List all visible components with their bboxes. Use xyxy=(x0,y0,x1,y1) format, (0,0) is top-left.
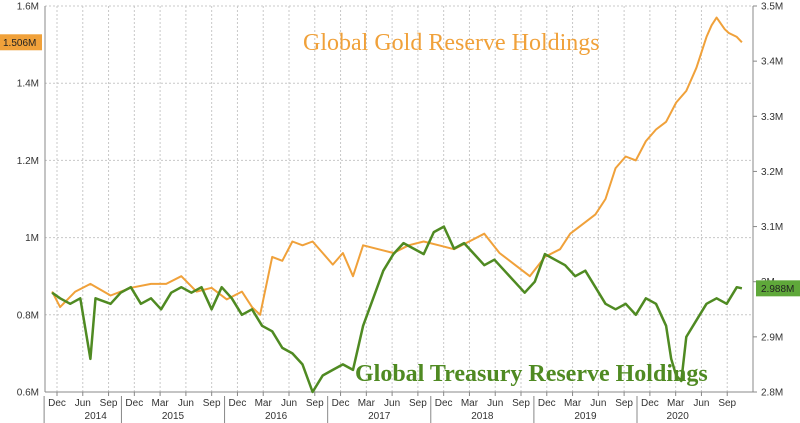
x-tick-label: Dec xyxy=(435,398,453,409)
x-tick-label: Dec xyxy=(48,398,66,409)
treasury-series-title: Global Treasury Reserve Holdings xyxy=(355,361,708,387)
left-tick-label: 0.8M xyxy=(17,310,39,321)
right-tick-label: 3.5M xyxy=(761,2,783,13)
year-label: 2016 xyxy=(265,411,288,422)
x-tick-label: Mar xyxy=(358,398,376,409)
year-label: 2017 xyxy=(368,411,391,422)
left-tick-label: 1M xyxy=(25,233,39,244)
treasury-current-value-badge xyxy=(756,280,800,297)
right-tick-label: 3.4M xyxy=(761,57,783,68)
year-label: 2019 xyxy=(574,411,597,422)
treasury-reserve-line xyxy=(51,225,743,394)
x-tick-label: Jun xyxy=(693,398,709,409)
x-axis: Dec Jun Sep Dec Mar Jun Sep Dec Mar Jun Sep Dec Mar J… xyxy=(43,391,753,423)
left-tick-label: 1.6M xyxy=(17,2,39,13)
x-tick-label: Dec xyxy=(229,398,247,409)
year-label: 2014 xyxy=(85,411,108,422)
x-tick-label: Dec xyxy=(125,398,143,409)
x-tick-label: Mar xyxy=(667,398,685,409)
x-tick-label: Mar xyxy=(564,398,582,409)
right-y-axis: 2.8M2.9M3M3.1M3.2M3.3M3.4M3.5M xyxy=(752,2,783,399)
treasury-current-value-label: 2.988M xyxy=(761,284,794,295)
left-y-axis: 0.6M 0.8M 1M 1.2M 1.4M 1.6M xyxy=(17,2,46,399)
x-tick-label: Dec xyxy=(538,398,556,409)
year-label: 2018 xyxy=(471,411,494,422)
x-tick-label: Dec xyxy=(332,398,350,409)
x-tick-label: Jun xyxy=(487,398,503,409)
series-lines xyxy=(51,16,743,394)
x-tick-label: Sep xyxy=(203,398,221,409)
x-tick-label: Dec xyxy=(641,398,659,409)
x-tick-label: Jun xyxy=(281,398,297,409)
x-tick-label: Sep xyxy=(512,398,530,409)
left-tick-label: 0.6M xyxy=(17,388,39,399)
x-tick-label: Sep xyxy=(718,398,736,409)
left-tick-label: 1.2M xyxy=(17,156,39,167)
grid xyxy=(45,5,753,393)
gold-current-value-label: 1.506M xyxy=(3,38,36,49)
x-tick-label: Sep xyxy=(100,398,118,409)
gold-current-value-badge xyxy=(0,34,42,51)
x-tick-label: Sep xyxy=(306,398,324,409)
right-tick-label: 3.3M xyxy=(761,112,783,123)
x-tick-label: Jun xyxy=(590,398,606,409)
x-tick-label: Jun xyxy=(384,398,400,409)
x-tick-label: Mar xyxy=(255,398,273,409)
year-label: 2015 xyxy=(162,411,185,422)
right-tick-label: 2.8M xyxy=(761,388,783,399)
x-tick-label: Jun xyxy=(75,398,91,409)
x-tick-label: Mar xyxy=(461,398,479,409)
year-label: 2020 xyxy=(667,411,690,422)
x-tick-label: Sep xyxy=(409,398,427,409)
left-tick-label: 1.4M xyxy=(17,79,39,90)
value-badges: 1.506M 2.988M xyxy=(0,34,800,297)
x-tick-label: Sep xyxy=(615,398,633,409)
right-tick-label: 2.9M xyxy=(761,332,783,343)
gold-series-title: Global Gold Reserve Holdings xyxy=(303,30,600,56)
x-tick-label: Jun xyxy=(178,398,194,409)
right-tick-label: 3.1M xyxy=(761,222,783,233)
x-tick-label: Mar xyxy=(151,398,169,409)
gold-reserve-line xyxy=(51,16,743,316)
right-tick-label: 3.2M xyxy=(761,167,783,178)
